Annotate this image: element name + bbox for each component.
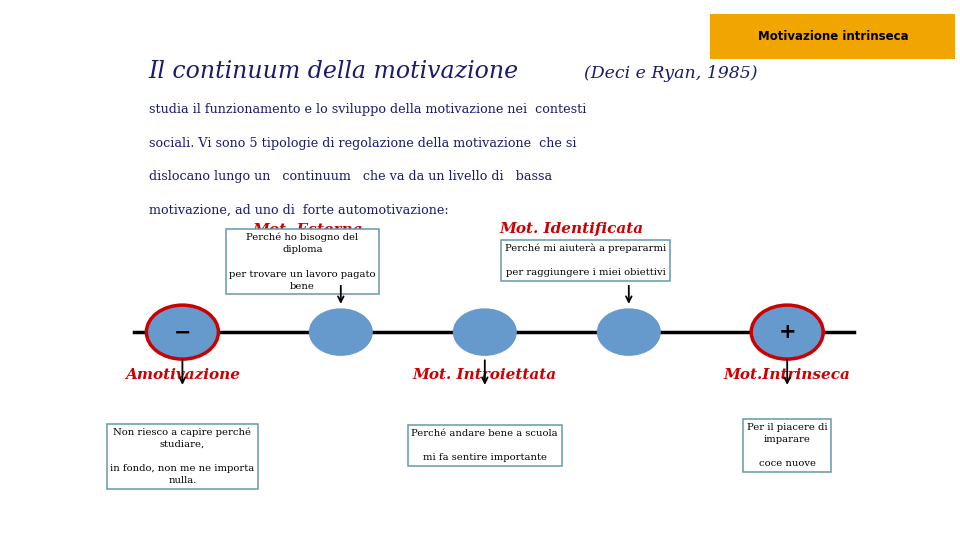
- FancyBboxPatch shape: [710, 14, 955, 59]
- Text: motivazione, ad uno di  forte automotivazione:: motivazione, ad uno di forte automotivaz…: [149, 204, 448, 217]
- Text: Mot. Introiettata: Mot. Introiettata: [413, 368, 557, 382]
- Ellipse shape: [146, 305, 219, 359]
- Text: Perché mi aiuterà a prepararmi

per raggiungere i miei obiettivi: Perché mi aiuterà a prepararmi per raggi…: [505, 243, 666, 278]
- Ellipse shape: [597, 309, 660, 355]
- Text: dislocano lungo un   continuum   che va da un livello di   bassa: dislocano lungo un continuum che va da u…: [149, 170, 552, 184]
- Text: Mot. Esterna: Mot. Esterna: [252, 222, 363, 237]
- Text: Per il piacere di
imparare

coce nuove: Per il piacere di imparare coce nuove: [747, 423, 828, 468]
- Text: Perché ho bisogno del
diploma

per trovare un lavoro pagato
bene: Perché ho bisogno del diploma per trovar…: [229, 233, 375, 291]
- Text: Motivazione intrinseca: Motivazione intrinseca: [758, 30, 908, 43]
- Text: −: −: [174, 322, 191, 342]
- Text: (Deci e Ryan, 1985): (Deci e Ryan, 1985): [584, 65, 757, 82]
- Text: Mot. Identificata: Mot. Identificata: [499, 222, 643, 237]
- Ellipse shape: [454, 309, 516, 355]
- Text: Mot.Intrinseca: Mot.Intrinseca: [724, 368, 851, 382]
- Text: Perché andare bene a scuola

mi fa sentire importante: Perché andare bene a scuola mi fa sentir…: [412, 429, 558, 462]
- Text: +: +: [779, 322, 796, 342]
- Text: Non riesco a capire perché
studiare,

in fondo, non me ne importa
nulla.: Non riesco a capire perché studiare, in …: [110, 427, 254, 485]
- Text: Amotivazione: Amotivazione: [125, 368, 240, 382]
- Text: Il continuum della motivazione: Il continuum della motivazione: [149, 60, 526, 83]
- Ellipse shape: [309, 309, 372, 355]
- Ellipse shape: [751, 305, 823, 359]
- Text: sociali. Vi sono 5 tipologie di regolazione della motivazione  che si: sociali. Vi sono 5 tipologie di regolazi…: [149, 137, 576, 150]
- Text: studia il funzionamento e lo sviluppo della motivazione nei  contesti: studia il funzionamento e lo sviluppo de…: [149, 103, 587, 117]
